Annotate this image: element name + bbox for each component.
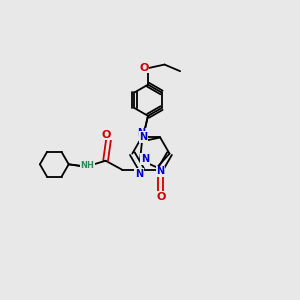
Text: O: O [101, 130, 111, 140]
Text: O: O [156, 192, 166, 202]
Text: N: N [135, 169, 143, 179]
Text: O: O [139, 63, 148, 73]
Text: N: N [137, 128, 146, 138]
Text: N: N [140, 132, 148, 142]
Text: N: N [157, 166, 165, 176]
Text: N: N [141, 154, 149, 164]
Text: NH: NH [81, 161, 94, 170]
